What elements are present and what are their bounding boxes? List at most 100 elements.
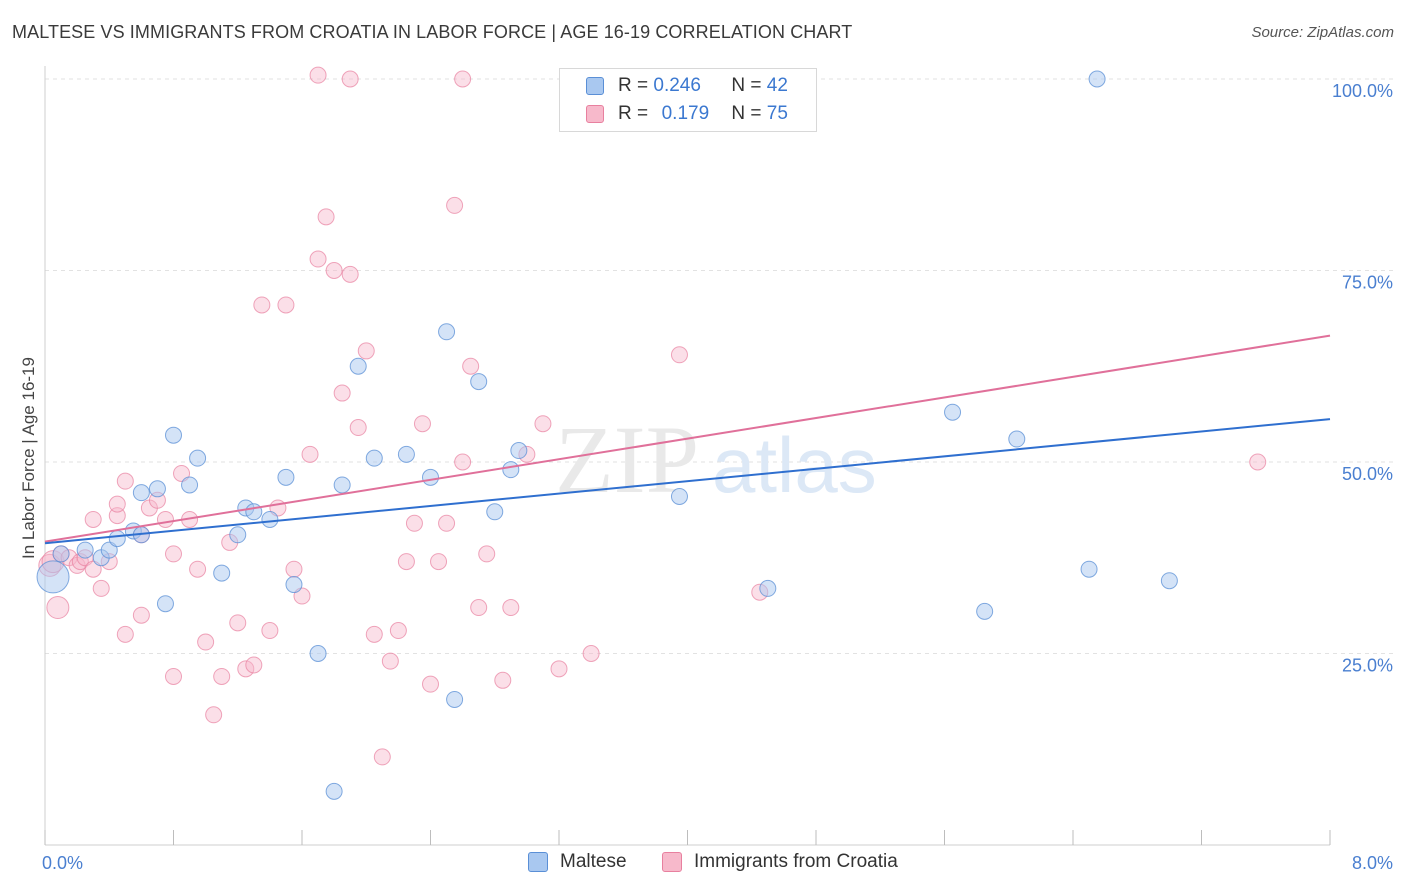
maltese-point bbox=[670, 487, 688, 505]
croatia-point bbox=[132, 606, 150, 624]
legend-item-maltese: Maltese bbox=[528, 851, 627, 873]
croatia-r-value: 0.179 bbox=[661, 103, 710, 124]
y-tick-label: 25.0% bbox=[1342, 656, 1393, 676]
maltese-point bbox=[470, 373, 488, 391]
croatia-point bbox=[333, 384, 351, 402]
r-label: R = bbox=[618, 103, 649, 124]
r-label: R = bbox=[618, 75, 649, 96]
maltese-point bbox=[277, 468, 295, 486]
croatia-point bbox=[454, 453, 472, 471]
croatia-point bbox=[173, 464, 191, 482]
n-label: N = bbox=[731, 103, 762, 124]
maltese-point bbox=[438, 323, 456, 341]
maltese-legend-swatch bbox=[528, 852, 548, 872]
maltese-point bbox=[1088, 70, 1106, 88]
croatia-point bbox=[670, 346, 688, 364]
x-tick-label: 0.0% bbox=[42, 853, 83, 873]
maltese-point bbox=[261, 510, 279, 528]
croatia-point bbox=[325, 262, 343, 279]
croatia-point bbox=[92, 579, 110, 597]
maltese-point bbox=[189, 449, 207, 467]
croatia-point bbox=[494, 671, 512, 689]
croatia-point bbox=[349, 419, 367, 437]
maltese-point bbox=[502, 461, 520, 479]
legend-row-croatia: R = 0.179 N = 75 bbox=[586, 101, 788, 127]
maltese-point bbox=[213, 564, 231, 582]
chart-title: MALTESE VS IMMIGRANTS FROM CROATIA IN LA… bbox=[12, 22, 853, 42]
croatia-point bbox=[309, 250, 327, 268]
croatia-point bbox=[550, 660, 568, 678]
maltese-swatch bbox=[586, 77, 604, 95]
croatia-point bbox=[430, 553, 448, 571]
croatia-legend-swatch bbox=[662, 852, 682, 872]
croatia-point bbox=[1249, 453, 1267, 471]
series-maltese-points bbox=[36, 70, 1178, 800]
croatia-point bbox=[205, 706, 223, 724]
croatia-point bbox=[317, 208, 335, 226]
croatia-point bbox=[309, 66, 327, 84]
axes bbox=[44, 66, 1331, 846]
croatia-point bbox=[116, 472, 134, 490]
maltese-point bbox=[1160, 572, 1178, 590]
y-axis-label: In Labor Force | Age 16-19 bbox=[19, 357, 38, 559]
croatia-point bbox=[365, 625, 383, 643]
croatia-n-value: 75 bbox=[766, 103, 788, 124]
maltese-point bbox=[165, 426, 182, 444]
croatia-point bbox=[357, 342, 375, 360]
trend-lines bbox=[44, 334, 1331, 545]
croatia-point bbox=[405, 514, 423, 532]
y-tick-label: 50.0% bbox=[1342, 464, 1393, 484]
maltese-point bbox=[156, 595, 174, 613]
croatia-point bbox=[108, 495, 126, 513]
croatia-point bbox=[285, 560, 303, 578]
correlation-legend: R = 0.246 N = 42 R = 0.179 N = 75 bbox=[559, 68, 817, 132]
maltese-r-value: 0.246 bbox=[653, 75, 701, 96]
series-legend: Maltese Immigrants from Croatia bbox=[0, 851, 1406, 877]
croatia-point bbox=[446, 196, 464, 214]
croatia-point bbox=[422, 675, 439, 693]
maltese-point bbox=[759, 579, 777, 597]
croatia-swatch bbox=[586, 105, 604, 123]
x-tick-label: 8.0% bbox=[1352, 853, 1393, 873]
croatia-point bbox=[454, 70, 472, 88]
maltese-point bbox=[285, 576, 303, 594]
croatia-point bbox=[438, 514, 456, 532]
croatia-point bbox=[213, 667, 231, 685]
croatia-point bbox=[237, 660, 255, 678]
maltese-legend-label: Maltese bbox=[560, 851, 627, 872]
croatia-point bbox=[156, 510, 174, 528]
croatia-point bbox=[245, 656, 263, 674]
maltese-point bbox=[309, 645, 327, 662]
maltese-point bbox=[333, 476, 351, 494]
croatia-legend-label: Immigrants from Croatia bbox=[694, 851, 898, 872]
croatia-point bbox=[470, 599, 488, 617]
croatia-point bbox=[293, 587, 311, 605]
croatia-point bbox=[341, 70, 359, 88]
croatia-point bbox=[165, 667, 182, 685]
tick-labels: 100.0% 75.0% 50.0% 25.0% 0.0% 8.0% bbox=[42, 81, 1393, 873]
croatia-point bbox=[261, 622, 279, 640]
maltese-point bbox=[397, 445, 415, 463]
croatia-point bbox=[277, 296, 295, 314]
maltese-point bbox=[148, 480, 166, 498]
croatia-point bbox=[389, 622, 407, 640]
croatia-point bbox=[253, 296, 271, 314]
croatia-point bbox=[84, 560, 102, 578]
croatia-point bbox=[84, 510, 102, 528]
legend-item-croatia: Immigrants from Croatia bbox=[662, 851, 898, 873]
croatia-point bbox=[373, 748, 391, 766]
maltese-point bbox=[976, 602, 994, 620]
source-credit: Source: ZipAtlas.com bbox=[1251, 24, 1394, 41]
maltese-point bbox=[229, 526, 247, 544]
croatia-point bbox=[341, 265, 359, 283]
croatia-trend-line bbox=[44, 334, 1331, 543]
maltese-point bbox=[181, 476, 199, 494]
maltese-point bbox=[1080, 560, 1098, 578]
maltese-point bbox=[349, 357, 367, 375]
maltese-point bbox=[944, 403, 962, 421]
croatia-point bbox=[381, 652, 399, 670]
croatia-point bbox=[582, 645, 600, 662]
maltese-point bbox=[486, 503, 504, 521]
croatia-point bbox=[478, 545, 496, 563]
